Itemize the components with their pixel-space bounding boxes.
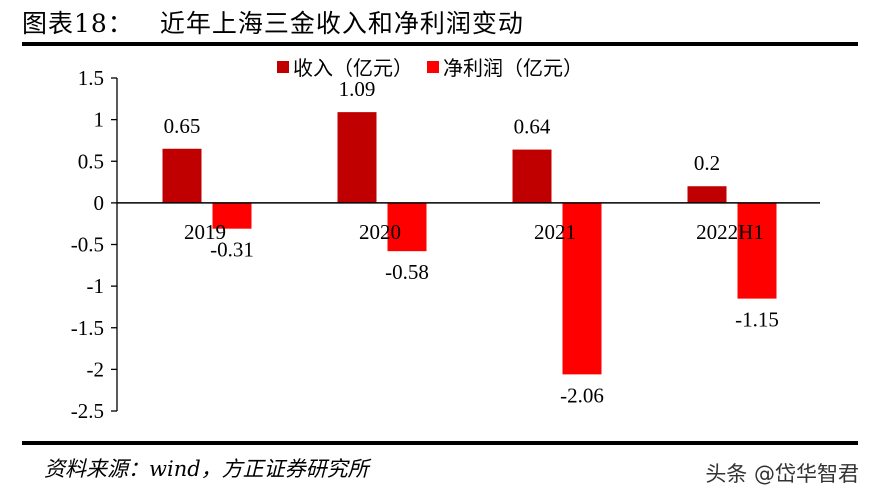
figure-title: 图表18： 近年上海三金收入和净利润变动 [22, 4, 524, 40]
bar-revenue [687, 186, 727, 203]
legend-swatch-net-profit [427, 60, 439, 73]
y-tick-label: -1.5 [71, 316, 104, 340]
x-category-label: 2022H1 [696, 220, 764, 244]
bar-revenue [337, 112, 377, 203]
y-axis: 1.5 1 0.5 0 -0.5 -1 -1.5 -2 -2.5 [71, 66, 118, 423]
bottom-rule [22, 441, 858, 445]
source-note: 资料来源：wind，方正证券研究所 [44, 457, 369, 481]
legend-item-net-profit: 净利润（亿元） [427, 52, 583, 81]
y-tick-label: 1 [94, 108, 105, 132]
bar-net-profit [212, 202, 252, 229]
data-label: -0.31 [210, 238, 254, 262]
y-tick-label: 0.5 [78, 149, 104, 173]
data-label: 1.09 [339, 77, 376, 101]
watermark: 头条 @岱华智君 [705, 462, 859, 486]
bar-net-profit [737, 202, 777, 299]
top-rule [22, 42, 858, 46]
figure-number: 图表18： [22, 9, 134, 38]
legend-label-net-profit: 净利润（亿元） [443, 56, 583, 80]
legend-item-revenue: 收入（亿元） [277, 52, 413, 81]
y-tick-label: -2 [87, 357, 105, 381]
chart-legend: 收入（亿元） 净利润（亿元） [277, 52, 597, 81]
data-label: -1.15 [735, 308, 779, 332]
data-label: 0.2 [694, 151, 720, 175]
bar-revenue [162, 148, 202, 203]
y-tick-label: 0 [94, 191, 105, 215]
data-label: -0.58 [385, 260, 429, 284]
bar-revenue [512, 149, 552, 203]
data-label: 0.64 [514, 115, 551, 139]
figure-title-text: 近年上海三金收入和净利润变动 [159, 9, 524, 38]
x-category-label: 2021 [534, 220, 576, 244]
y-tick-label: -1 [87, 274, 105, 298]
bar-net-profit [562, 202, 602, 375]
x-category-label: 2019 [184, 220, 226, 244]
legend-label-revenue: 收入（亿元） [293, 56, 413, 80]
y-tick-label: -0.5 [71, 233, 104, 257]
bars [162, 112, 777, 375]
y-tick-label: -2.5 [71, 399, 104, 423]
legend-swatch-revenue [277, 60, 289, 73]
bar-net-profit [387, 202, 427, 252]
data-label: -2.06 [560, 383, 604, 407]
y-tick-label: 1.5 [78, 66, 104, 90]
data-label: 0.65 [164, 114, 201, 138]
x-category-label: 2020 [359, 220, 401, 244]
